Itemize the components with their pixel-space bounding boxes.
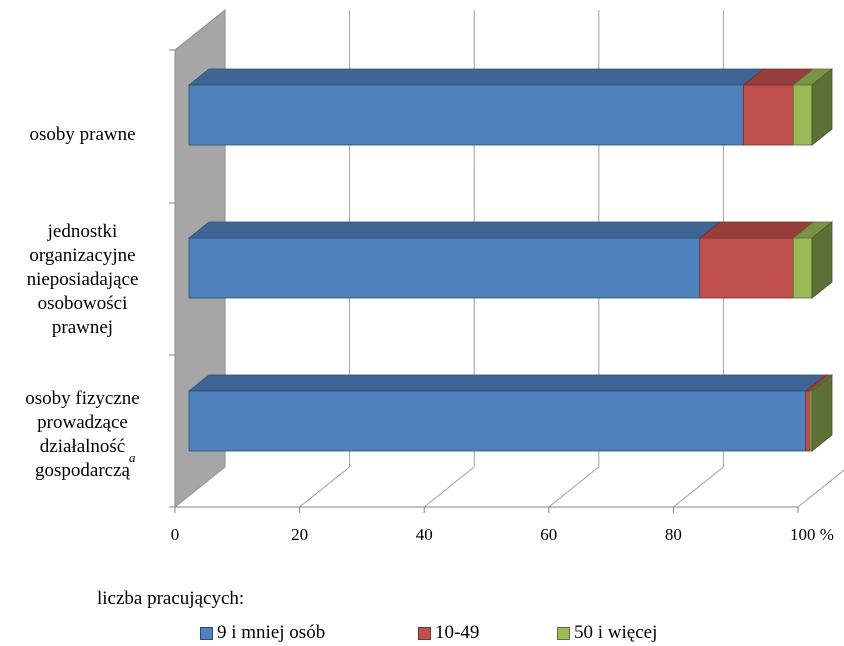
bar-segment — [805, 390, 811, 452]
legend-label: 9 i mniej osób — [217, 622, 326, 643]
legend-label: 50 i więcej — [574, 622, 658, 643]
x-tick-label: 100 % — [790, 525, 834, 544]
chart-bars — [187, 68, 834, 452]
floor-gridline — [174, 466, 226, 508]
bar-segment — [188, 237, 701, 299]
legend-swatch — [557, 626, 570, 640]
legend-title: liczba pracujących: — [97, 588, 245, 609]
bar-segment — [699, 237, 794, 299]
category-label-line: prawnej — [51, 317, 114, 338]
legend-item: 10-49 — [418, 622, 479, 644]
legend-swatch — [200, 626, 213, 640]
x-tick-label: 60 — [540, 525, 558, 544]
bar-top-face — [187, 374, 827, 392]
category-label-line: osoby fizyczne — [25, 388, 140, 409]
category-label-line: organizacyjne — [29, 245, 136, 266]
x-tick-label: 40 — [415, 525, 433, 544]
x-tick-label: 0 — [170, 525, 180, 544]
category-label: jednostki organizacyjne nieposiadające osob… — [0, 220, 165, 340]
bar-side-face — [811, 68, 833, 146]
bar-top-face — [187, 68, 765, 86]
category-label-line: jednostki — [47, 221, 118, 242]
bar-group — [187, 374, 834, 452]
floor-gridline — [548, 466, 600, 508]
floor-gridline — [797, 469, 844, 508]
category-label: osoby fizyczne prowadzące działalność gospo… — [0, 387, 165, 483]
floor-gridline — [673, 466, 724, 508]
bar-side-face — [811, 374, 833, 452]
category-label-line: nieposiadające — [26, 269, 139, 290]
floor-gridline — [423, 466, 475, 508]
bar-side-face — [811, 221, 833, 299]
legend-label: 10-49 — [435, 622, 480, 643]
bar-segment — [188, 84, 744, 146]
legend-item: 50 i więcej — [557, 622, 657, 644]
category-label-line: gospodarczą — [35, 460, 130, 481]
floor-gridline — [299, 466, 350, 508]
category-label-line: osoby prawne — [29, 124, 136, 145]
x-tick-label: 20 — [291, 525, 309, 544]
footnote-mark: a — [129, 450, 136, 465]
bar-segment — [792, 237, 813, 299]
category-label-line: prowadzące — [37, 412, 128, 433]
category-label-line: działalność — [39, 436, 126, 457]
bar-segment — [743, 84, 794, 146]
bar-top-face — [187, 221, 722, 239]
category-label: osoby prawne — [0, 123, 165, 147]
bar-segment — [792, 84, 813, 146]
bar-group — [187, 221, 834, 299]
x-tick-label: 80 — [664, 525, 682, 544]
bar-segment — [188, 390, 807, 452]
bar-group — [187, 68, 834, 146]
category-label-line: osobowości — [37, 293, 128, 314]
legend-swatch — [418, 626, 431, 640]
legend-item: 9 i mniej osób — [200, 622, 325, 644]
